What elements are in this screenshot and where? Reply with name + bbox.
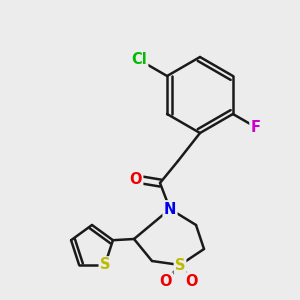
Text: O: O bbox=[186, 274, 198, 289]
Text: S: S bbox=[100, 257, 110, 272]
Text: S: S bbox=[175, 257, 185, 272]
Text: N: N bbox=[164, 202, 176, 217]
Text: Cl: Cl bbox=[131, 52, 147, 68]
Text: N: N bbox=[164, 202, 176, 217]
Text: O: O bbox=[130, 172, 142, 187]
Text: O: O bbox=[160, 274, 172, 289]
Text: F: F bbox=[250, 119, 260, 134]
